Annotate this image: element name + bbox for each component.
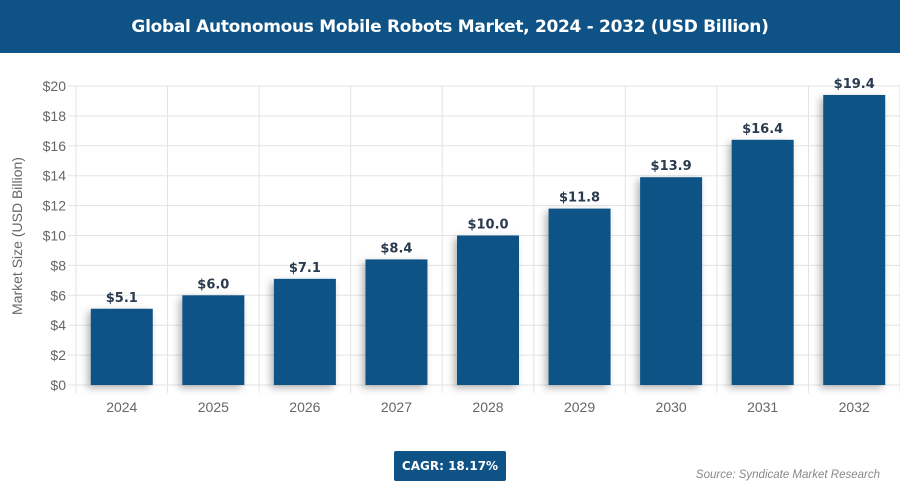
y-tick-label: $6 (50, 287, 66, 303)
data-label: $19.4 (834, 77, 875, 92)
x-tick-label: 2024 (106, 399, 137, 415)
bar-2027 (365, 259, 428, 385)
data-label: $8.4 (380, 241, 412, 256)
bar-2024 (90, 308, 153, 385)
bar-2032 (823, 94, 886, 385)
data-label: $13.9 (651, 159, 692, 174)
bar-2030 (640, 177, 703, 385)
y-tick-label: $8 (50, 257, 66, 273)
chart-title: Global Autonomous Mobile Robots Market, … (131, 16, 769, 37)
y-tick-label: $0 (50, 377, 66, 393)
y-axis-label: Market Size (USD Billion) (9, 157, 25, 315)
x-tick-label: 2030 (656, 399, 687, 415)
cagr-badge: CAGR: 18.17% (394, 451, 506, 481)
y-tick-label: $14 (43, 168, 67, 184)
data-label: $11.8 (559, 191, 600, 206)
bar-2029 (548, 208, 611, 385)
source-note: Source: Syndicate Market Research (695, 469, 880, 481)
bar-2031 (731, 139, 794, 385)
x-tick-label: 2028 (472, 399, 503, 415)
data-label: $7.1 (289, 261, 321, 276)
x-tick-label: 2025 (198, 399, 229, 415)
y-tick-label: $20 (43, 78, 67, 94)
data-label: $6.0 (197, 277, 229, 292)
x-tick-label: 2029 (564, 399, 595, 415)
x-tick-label: 2031 (747, 399, 778, 415)
y-tick-label: $16 (43, 138, 67, 154)
y-tick-label: $12 (43, 198, 67, 214)
y-tick-label: $18 (43, 108, 67, 124)
data-label: $10.0 (467, 218, 508, 233)
chart-header: Global Autonomous Mobile Robots Market, … (0, 0, 900, 53)
x-tick-label: 2027 (381, 399, 412, 415)
y-tick-label: $4 (50, 317, 66, 333)
y-tick-label: $10 (43, 228, 67, 244)
x-tick-label: 2026 (289, 399, 320, 415)
data-label: $16.4 (742, 122, 783, 137)
data-label: $5.1 (106, 291, 138, 306)
bar-2025 (182, 295, 245, 385)
bar-2026 (273, 278, 336, 385)
x-tick-label: 2032 (839, 399, 870, 415)
y-tick-label: $2 (50, 347, 66, 363)
bar-2028 (457, 235, 519, 385)
